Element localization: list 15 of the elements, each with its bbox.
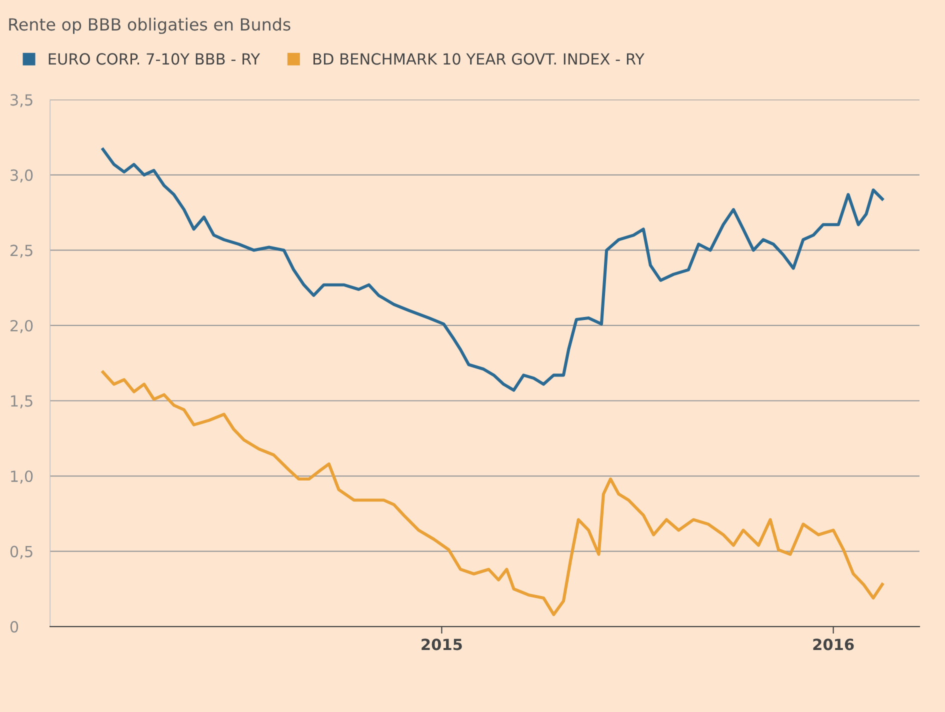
x-tick-label: 2016	[813, 638, 854, 650]
y-tick-label: 3,5	[10, 94, 32, 108]
y-tick-label: 3,0	[10, 169, 33, 183]
legend-label: EURO CORP. 7-10Y BBB - RY	[48, 53, 260, 65]
line-series	[101, 148, 884, 392]
x-tick-label: 2015	[422, 638, 462, 650]
y-tick-label: 2,5	[10, 244, 32, 258]
chart-title: Rente op BBB obligaties en Bunds	[9, 18, 290, 34]
line-series	[101, 370, 884, 616]
y-tick-label: 2,0	[10, 320, 33, 334]
y-tick-label: 1,5	[11, 395, 32, 408]
y-tick-label: 1,0	[11, 470, 33, 484]
legend-label: BD BENCHMARK 10 YEAR GOVT. INDEX - RY	[313, 53, 644, 65]
y-tick-label: 0	[10, 621, 18, 633]
y-tick-label: 0,5	[10, 546, 32, 559]
